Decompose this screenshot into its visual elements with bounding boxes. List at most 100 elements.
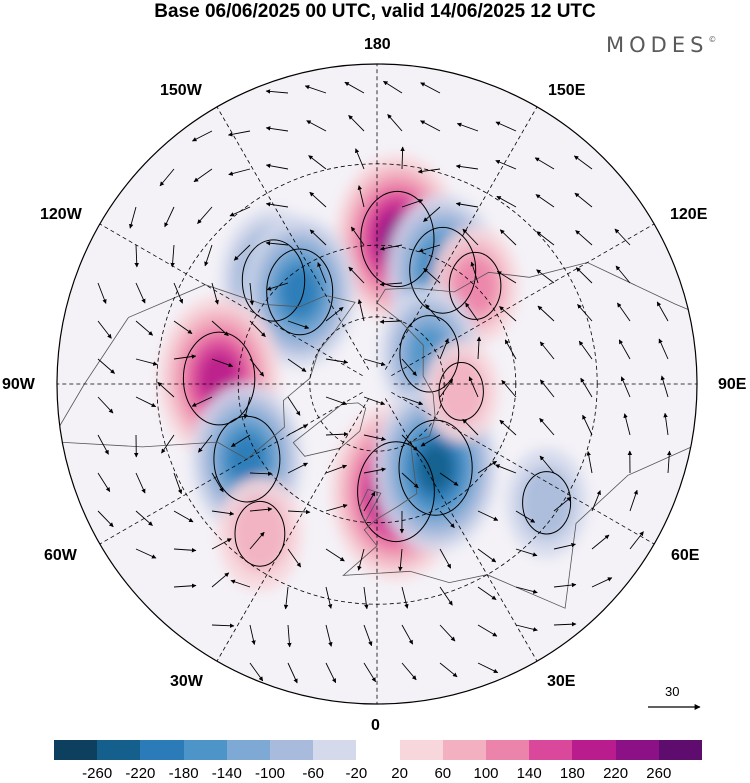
wind-vector	[325, 503, 348, 512]
lon-label-150e: 150E	[548, 82, 586, 99]
colorbar-cell	[399, 740, 443, 760]
wind-vector	[135, 548, 157, 559]
wind-vector	[401, 396, 424, 406]
wind-vector	[193, 168, 213, 183]
wind-vector	[173, 282, 184, 304]
colorbar-tick-label: -100	[254, 765, 286, 782]
wind-vector	[97, 320, 112, 339]
wind-vector	[357, 299, 365, 322]
wind-vector	[135, 320, 154, 336]
wind-vector	[243, 396, 251, 419]
wind-vector	[439, 624, 456, 642]
lon-label-30e: 30E	[547, 673, 576, 690]
wind-vector	[476, 336, 482, 360]
wind-vector	[357, 548, 365, 571]
colorbar-cell	[658, 740, 703, 760]
wind-vector	[325, 464, 348, 474]
map-disc-border	[56, 63, 698, 705]
wind-vector	[535, 194, 555, 208]
wind-vector	[97, 282, 107, 304]
wind-vector	[97, 472, 111, 492]
wind-vector	[379, 282, 403, 287]
wind-vector	[308, 155, 327, 170]
wind-vector	[425, 304, 441, 322]
wind-vector	[348, 266, 365, 284]
wind-vector	[227, 130, 251, 137]
anomaly-contour	[453, 256, 497, 316]
wind-vector	[287, 509, 311, 515]
height-contour-line	[398, 419, 473, 516]
wind-vector	[325, 586, 333, 609]
wind-vector	[287, 424, 308, 436]
wind-vector	[249, 662, 264, 682]
wind-vector	[629, 531, 644, 550]
wind-vector	[439, 662, 458, 678]
wind-vector	[287, 320, 310, 330]
wind-vector	[629, 489, 638, 512]
lon-label-30w: 30W	[170, 673, 203, 690]
wind-vector	[499, 419, 517, 436]
wind-vector	[462, 228, 479, 246]
wind-vector	[420, 82, 441, 94]
wind-vector	[418, 244, 441, 253]
wind-vector	[439, 338, 449, 360]
wind-vector	[496, 271, 517, 284]
meridian-line	[384, 398, 538, 662]
lon-label-60e: 60E	[671, 547, 700, 564]
wind-vector	[534, 157, 555, 170]
colorbar-cell	[140, 740, 184, 760]
wind-vector	[468, 376, 479, 398]
wind-vector	[591, 490, 601, 512]
wind-vector	[553, 542, 576, 550]
wind-vector	[477, 460, 497, 474]
wind-vector	[439, 472, 459, 486]
wind-vector	[575, 267, 593, 284]
wind-vector	[129, 206, 137, 229]
wind-vector	[398, 548, 403, 572]
coastline	[342, 262, 697, 609]
wind-vector	[539, 417, 555, 436]
wind-vector	[355, 148, 365, 170]
wind-vector	[325, 548, 345, 562]
wind-vector	[495, 464, 517, 474]
colorbar-tick-label: 20	[391, 765, 408, 782]
wind-vector	[249, 507, 273, 512]
wind-vector	[287, 396, 301, 416]
wind-vector	[249, 282, 255, 306]
wind-vector	[170, 244, 175, 268]
wind-vector	[439, 510, 455, 529]
wind-vector	[211, 510, 235, 516]
wind-vector	[135, 282, 146, 304]
wind-vector	[465, 302, 479, 322]
wind-vector	[325, 662, 337, 684]
colorbar-cell	[313, 740, 357, 760]
wind-vector	[287, 662, 298, 684]
wind-vector	[265, 240, 289, 246]
wind-vector	[173, 320, 193, 334]
colorbar-cell	[486, 740, 530, 760]
wind-vector	[211, 472, 224, 493]
logo-text: MODES	[606, 33, 709, 57]
wind-vector	[623, 413, 631, 436]
colorbar-cell	[572, 740, 616, 760]
meridian-line	[216, 398, 370, 662]
wind-vector	[656, 301, 669, 322]
meridian-line	[384, 106, 538, 370]
wind-vector	[135, 472, 146, 494]
colorbar-cell	[97, 740, 141, 760]
wind-vector	[97, 510, 114, 528]
wind-vector	[363, 467, 387, 474]
reference-vector-label: 30	[665, 684, 680, 699]
wind-vector	[363, 662, 376, 683]
wind-vector	[363, 491, 376, 512]
wind-vector	[173, 547, 197, 553]
wind-vector	[401, 624, 414, 645]
wind-vector	[265, 202, 289, 208]
copyright-mark: ©	[708, 35, 717, 44]
meridian-line	[99, 223, 363, 377]
colorbar-cell	[356, 740, 400, 760]
coastline	[57, 284, 356, 460]
colorbar-tick-label: -260	[82, 765, 113, 782]
wind-vector	[309, 229, 327, 246]
